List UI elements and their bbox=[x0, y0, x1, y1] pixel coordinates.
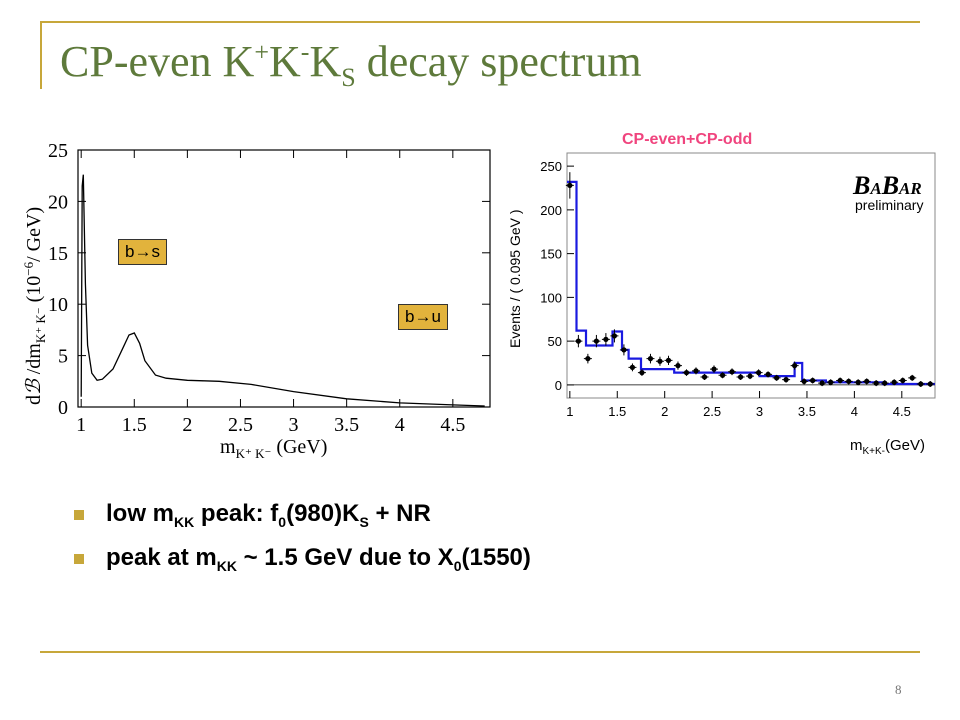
tag-b-to-s: b→s bbox=[118, 239, 167, 265]
data-point bbox=[701, 374, 708, 380]
bullet-list: low mKK peak: f0(980)KS + NR peak at mKK… bbox=[74, 500, 531, 588]
left-x-tick-label: 1.5 bbox=[122, 414, 147, 436]
data-point bbox=[909, 375, 915, 381]
bullet-marker bbox=[74, 553, 84, 564]
right-x-tick-label: 2.5 bbox=[703, 404, 721, 419]
data-point bbox=[593, 338, 600, 344]
right-y-tick-label: 100 bbox=[540, 290, 562, 305]
data-point bbox=[675, 363, 681, 369]
data-point bbox=[846, 378, 852, 384]
left-x-tick-label: 4 bbox=[395, 414, 405, 436]
data-point bbox=[765, 371, 771, 377]
data-point bbox=[837, 377, 843, 384]
data-point bbox=[693, 368, 699, 374]
data-point bbox=[819, 380, 825, 386]
right-y-tick-label: 200 bbox=[540, 203, 562, 218]
left-x-tick-label: 2.5 bbox=[228, 414, 253, 436]
left-y-tick-label: 20 bbox=[48, 191, 68, 213]
data-point bbox=[891, 379, 897, 385]
data-point bbox=[747, 373, 753, 379]
data-point bbox=[855, 379, 861, 385]
data-point bbox=[683, 370, 690, 376]
data-point bbox=[621, 347, 627, 353]
right-x-tick-label: 3.5 bbox=[798, 404, 816, 419]
data-point bbox=[755, 370, 762, 376]
bullet-text: peak at mKK ~ 1.5 GeV due to X0(1550) bbox=[106, 543, 531, 574]
page-number: 8 bbox=[895, 682, 902, 697]
preliminary-label: preliminary bbox=[855, 197, 923, 213]
data-point bbox=[647, 356, 654, 362]
data-point bbox=[810, 377, 816, 384]
left-plot-frame bbox=[77, 149, 491, 408]
data-point bbox=[873, 380, 879, 386]
right-x-tick-label: 4 bbox=[851, 404, 858, 419]
right-x-tick-label: 1 bbox=[566, 404, 573, 419]
data-point bbox=[737, 374, 744, 380]
babar-data-plot: 0 50 100 150 200 250 1 1.5 2 2.5 3 3.5 4 4.5 BABAR p… bbox=[507, 152, 936, 457]
data-point bbox=[801, 378, 807, 384]
top-rule bbox=[40, 21, 920, 23]
data-point bbox=[792, 363, 798, 369]
left-x-tick-label: 2 bbox=[182, 414, 192, 436]
data-point bbox=[665, 357, 672, 363]
left-y-tick-label: 0 bbox=[58, 397, 68, 419]
left-rule bbox=[40, 21, 42, 89]
right-y-tick-label: 150 bbox=[540, 247, 562, 262]
theory-curve bbox=[80, 174, 485, 407]
data-point bbox=[927, 381, 933, 387]
left-y-axis-label: dℬ /dmK⁺ K⁻ (10−6/ GeV) bbox=[21, 207, 48, 405]
right-x-tick-label: 2 bbox=[661, 404, 668, 419]
right-y-tick-label: 250 bbox=[540, 159, 562, 174]
bullet-item: peak at mKK ~ 1.5 GeV due to X0(1550) bbox=[74, 544, 531, 574]
bullet-item: low mKK peak: f0(980)KS + NR bbox=[74, 500, 531, 530]
data-point bbox=[864, 378, 870, 384]
right-plot-frame bbox=[566, 152, 936, 399]
tag-b-to-u: b→u bbox=[398, 304, 448, 330]
left-y-tick-label: 25 bbox=[48, 140, 68, 162]
data-point bbox=[575, 338, 581, 344]
data-point bbox=[900, 377, 906, 384]
data-point bbox=[629, 364, 636, 370]
data-point bbox=[711, 366, 717, 372]
bottom-rule bbox=[40, 651, 920, 653]
left-x-tick-label: 3 bbox=[289, 414, 299, 436]
left-x-tick-label: 3.5 bbox=[334, 414, 359, 436]
theory-plot: 0 5 10 15 20 25 1 1.5 2 2.5 3 3.5 4 4.5 dℬ /dmK⁺ K⁻ … bbox=[21, 140, 491, 461]
data-point bbox=[918, 381, 924, 387]
data-point bbox=[774, 375, 780, 381]
left-x-tick-label: 4.5 bbox=[440, 414, 465, 436]
cp-even-odd-label: CP-even+CP-odd bbox=[622, 131, 753, 148]
data-point bbox=[828, 379, 834, 385]
data-point bbox=[719, 372, 726, 378]
slide-title: CP-even K+K-KS decay spectrum bbox=[60, 37, 642, 92]
data-point bbox=[611, 333, 618, 339]
bullet-marker bbox=[74, 509, 84, 520]
right-x-tick-label: 1.5 bbox=[608, 404, 626, 419]
right-x-axis-label: mK+K-(GeV) bbox=[850, 437, 925, 457]
right-y-tick-label: 50 bbox=[548, 334, 562, 349]
right-y-tick-label: 0 bbox=[555, 378, 562, 393]
data-point bbox=[585, 356, 591, 362]
data-point bbox=[639, 370, 645, 376]
data-point bbox=[657, 358, 663, 364]
right-x-tick-label: 4.5 bbox=[893, 404, 911, 419]
data-point bbox=[603, 336, 609, 342]
left-y-tick-label: 15 bbox=[48, 243, 68, 265]
right-y-axis-label: Events / ( 0.095 GeV ) bbox=[507, 209, 523, 348]
data-point bbox=[882, 380, 888, 386]
babar-logo: BABAR bbox=[852, 171, 922, 200]
left-y-tick-label: 10 bbox=[48, 294, 68, 316]
data-point bbox=[567, 182, 573, 188]
data-point bbox=[783, 377, 789, 383]
left-x-axis-label: mK⁺ K⁻ (GeV) bbox=[220, 436, 327, 461]
left-x-tick-label: 1 bbox=[76, 414, 86, 436]
right-x-tick-label: 3 bbox=[756, 404, 763, 419]
data-point bbox=[729, 369, 735, 375]
bullet-text: low mKK peak: f0(980)KS + NR bbox=[106, 500, 431, 530]
left-y-tick-label: 5 bbox=[58, 346, 68, 368]
